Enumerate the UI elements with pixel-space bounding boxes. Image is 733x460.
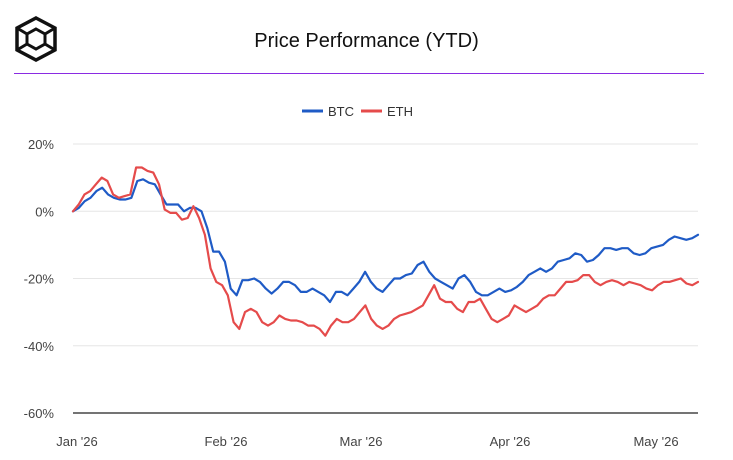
legend-label-btc[interactable]: BTC [328, 104, 354, 119]
x-tick-label: May '26 [633, 434, 678, 449]
x-tick-label: Apr '26 [490, 434, 531, 449]
y-tick-label: -60% [24, 406, 55, 421]
chart-title: Price Performance (YTD) [254, 30, 479, 52]
y-tick-label: 0% [35, 204, 54, 219]
y-tick-label: 20% [28, 137, 54, 152]
header-divider [14, 73, 704, 74]
y-tick-label: -40% [24, 339, 55, 354]
x-axis: Jan '26 Feb '26 Mar '26 Apr '26 May '26 [56, 434, 678, 449]
y-axis: 20% 0% -20% -40% -60% [24, 137, 55, 421]
cube-logo-icon [15, 16, 57, 62]
chart-header: Price Performance (YTD) [0, 0, 733, 74]
chart-legend: BTC ETH [302, 104, 413, 119]
series-line-eth[interactable] [71, 166, 700, 337]
x-tick-label: Feb '26 [205, 434, 248, 449]
series-line-btc[interactable] [71, 178, 700, 304]
x-tick-label: Mar '26 [340, 434, 383, 449]
y-tick-label: -20% [24, 272, 55, 287]
x-tick-label: Jan '26 [56, 434, 98, 449]
legend-label-eth[interactable]: ETH [387, 104, 413, 119]
grid-lines [73, 143, 698, 414]
series-lines [71, 166, 700, 337]
